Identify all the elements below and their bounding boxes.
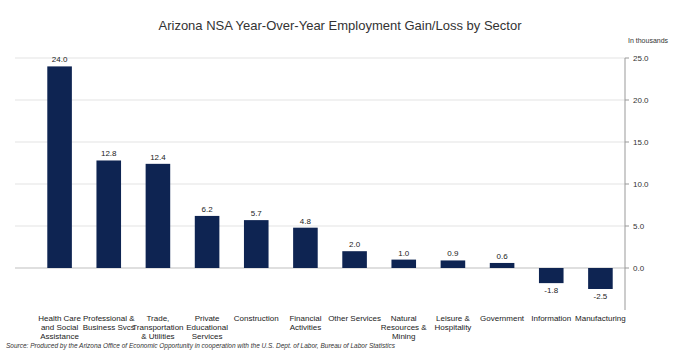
tick-label: 20.0 bbox=[633, 96, 649, 105]
y-axis-line bbox=[625, 58, 626, 310]
tick-label: 0.0 bbox=[633, 264, 645, 273]
data-label: 6.2 bbox=[202, 205, 214, 214]
bar bbox=[47, 66, 72, 268]
data-label: 0.6 bbox=[497, 252, 509, 261]
category-label: Financial Activities bbox=[277, 314, 333, 332]
bar bbox=[441, 260, 466, 268]
category-label: Leisure & Hospitality bbox=[425, 314, 481, 332]
category-label: Government bbox=[474, 314, 530, 323]
category-label: Natural Resources & Mining bbox=[376, 314, 432, 341]
tick-mark bbox=[625, 268, 629, 269]
bar bbox=[588, 268, 613, 289]
tick-mark bbox=[625, 58, 629, 59]
tick-label: 25.0 bbox=[633, 54, 649, 63]
bars bbox=[47, 66, 612, 289]
category-label: Information bbox=[523, 314, 579, 323]
data-label: 24.0 bbox=[52, 55, 68, 64]
chart-svg: Arizona NSA Year-Over-Year Employment Ga… bbox=[0, 0, 680, 350]
data-label: 4.8 bbox=[300, 217, 312, 226]
grid-line bbox=[15, 142, 625, 143]
data-label: 0.9 bbox=[447, 249, 459, 258]
bar bbox=[96, 160, 121, 268]
data-label: 5.7 bbox=[251, 209, 263, 218]
bar bbox=[539, 268, 564, 283]
data-label: 1.0 bbox=[398, 249, 410, 258]
bar bbox=[244, 220, 269, 268]
tick-label: 5.0 bbox=[633, 222, 645, 231]
category-label: Trade, Transportation & Utilities bbox=[130, 314, 186, 341]
bar bbox=[195, 216, 220, 268]
category-label: Manufacturing bbox=[572, 314, 628, 323]
category-label: Professional & Business Svcs bbox=[81, 314, 137, 332]
category-label: Health Care and Social Assistance bbox=[32, 314, 88, 341]
source-note: Source: Produced by the Arizona Office o… bbox=[6, 342, 396, 350]
grid-line bbox=[15, 100, 625, 101]
tick-mark bbox=[625, 226, 629, 227]
y-axis-label: In thousands bbox=[628, 37, 669, 44]
tick-label: 10.0 bbox=[633, 180, 649, 189]
category-label: Private Educational Services bbox=[179, 314, 235, 341]
bar bbox=[146, 164, 171, 268]
tick-mark bbox=[625, 142, 629, 143]
data-label: -1.8 bbox=[544, 286, 558, 295]
bar bbox=[391, 260, 416, 268]
bar bbox=[293, 228, 318, 268]
bar bbox=[490, 263, 515, 268]
data-label: -2.5 bbox=[594, 292, 608, 301]
category-label: Other Services bbox=[327, 314, 383, 323]
title: Arizona NSA Year-Over-Year Employment Ga… bbox=[159, 18, 523, 33]
tick-label: 15.0 bbox=[633, 138, 649, 147]
grid-line bbox=[15, 58, 625, 59]
bar bbox=[342, 251, 367, 268]
data-label: 12.4 bbox=[150, 153, 166, 162]
tick-mark bbox=[625, 100, 629, 101]
data-label: 12.8 bbox=[101, 149, 117, 158]
data-label: 2.0 bbox=[349, 240, 361, 249]
tick-mark bbox=[625, 184, 629, 185]
chart-container: Arizona NSA Year-Over-Year Employment Ga… bbox=[0, 0, 680, 350]
category-label: Construction bbox=[228, 314, 284, 323]
